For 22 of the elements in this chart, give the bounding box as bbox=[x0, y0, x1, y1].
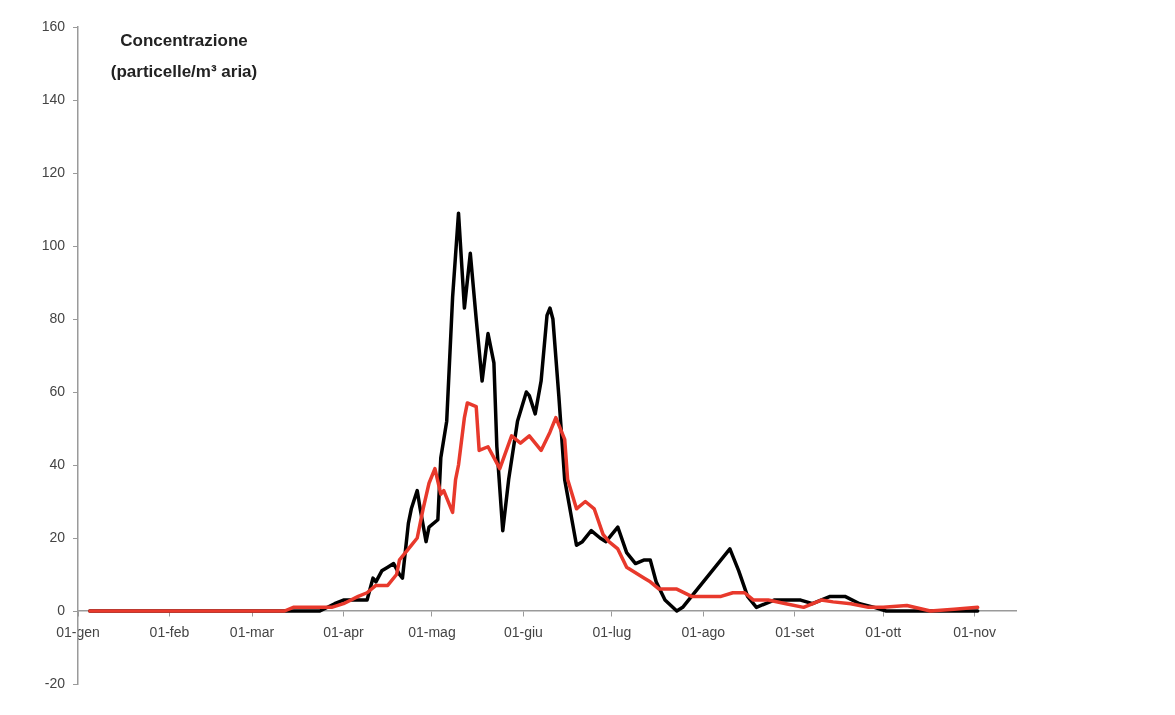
y-tick-label: 100 bbox=[41, 236, 66, 253]
x-tick-label: 01-lug bbox=[592, 624, 632, 641]
x-tick-label: 01-ago bbox=[681, 624, 726, 641]
y-tick-label: 140 bbox=[41, 90, 66, 107]
x-tick-label: 01-gen bbox=[56, 624, 100, 641]
y-tick-label: 20 bbox=[49, 528, 66, 545]
x-tick-label: 01-nov bbox=[953, 624, 997, 641]
x-tick-label: 01-mar bbox=[229, 624, 275, 641]
x-tick-label: 01-giu bbox=[503, 624, 543, 641]
y-tick-label: 160 bbox=[41, 17, 66, 34]
x-tick-label: 01-mag bbox=[408, 624, 456, 641]
y-axis-title: Concentrazione (particelle/m³ aria) bbox=[110, 30, 258, 81]
x-tick-label: 01-apr bbox=[323, 624, 365, 641]
y-tick-label: 0 bbox=[57, 601, 66, 618]
y-tick-label: 120 bbox=[41, 163, 66, 180]
x-tick-label: 01-set bbox=[775, 624, 815, 641]
x-tick-label: 01-ott bbox=[865, 624, 902, 641]
y-tick-label: 60 bbox=[49, 382, 66, 399]
y-tick-label: -20 bbox=[44, 674, 66, 691]
y-tick-label: 40 bbox=[49, 455, 66, 472]
y-tick-label: 80 bbox=[49, 309, 66, 326]
x-tick-label: 01-feb bbox=[149, 624, 190, 641]
